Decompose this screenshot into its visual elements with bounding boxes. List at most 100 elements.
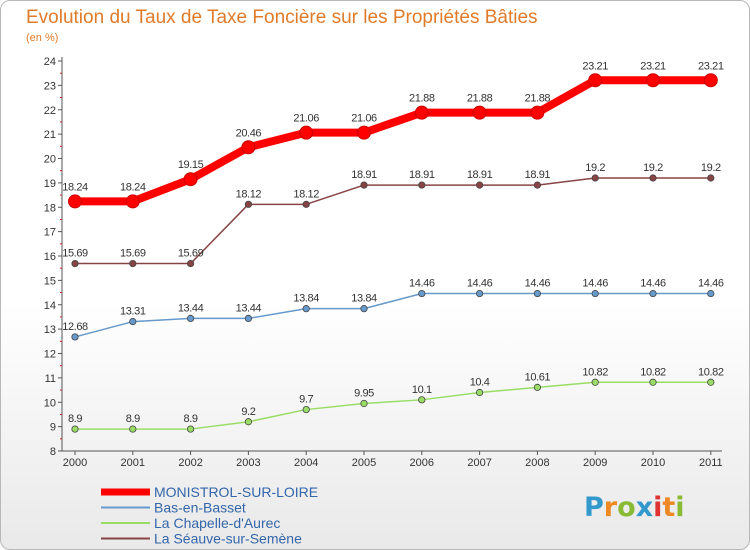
data-point <box>129 259 137 268</box>
data-label: 8.9 <box>126 413 140 425</box>
data-label: 21.88 <box>467 93 493 105</box>
data-point <box>299 125 314 140</box>
data-point <box>187 425 195 433</box>
data-point <box>649 174 657 182</box>
data-label: 14.46 <box>409 278 435 290</box>
y-tick-label: 11 <box>45 373 56 385</box>
x-tick-label: 2002 <box>178 457 202 469</box>
x-tick-label: 2000 <box>63 457 87 469</box>
series-1: 12.68 13.31 13.44 13.44 13.84 13.84 14.46 14.46… <box>62 278 724 341</box>
chart-title: Evolution du Taux de Taxe Foncière sur l… <box>26 7 538 28</box>
data-label: 19.2 <box>585 162 605 174</box>
logo-letter: x <box>636 492 653 523</box>
x-tick-label: 2009 <box>583 457 607 469</box>
y-tick-label: 16 <box>44 251 56 263</box>
y-tick-label: 12 <box>44 349 56 361</box>
y-tick-label: 14 <box>44 300 56 312</box>
data-point <box>418 396 426 404</box>
data-point <box>71 425 79 433</box>
series-0: 18.24 18.24 19.15 20.46 21.06 21.06 21.88 21.88… <box>62 60 724 209</box>
data-point <box>533 181 542 189</box>
x-tick-label: 2010 <box>641 457 665 469</box>
data-label: 9.7 <box>299 394 313 406</box>
data-point <box>591 289 599 298</box>
data-label: 15.69 <box>62 248 88 260</box>
y-tick-label: 8 <box>50 446 56 458</box>
data-label: 8.9 <box>68 413 82 425</box>
data-point <box>71 333 79 341</box>
logo-letter: o <box>617 492 636 523</box>
y-tick-label: 9 <box>50 422 56 434</box>
data-point <box>187 314 195 322</box>
data-point <box>475 181 484 189</box>
data-point <box>125 194 140 209</box>
x-tick-label: 2007 <box>467 457 491 469</box>
x-tick-label: 2008 <box>525 457 549 469</box>
data-label: 14.46 <box>698 278 724 290</box>
data-point <box>707 174 715 182</box>
data-point <box>591 174 599 182</box>
x-tick-label: 2011 <box>699 457 723 469</box>
x-tick-label: 2001 <box>121 457 145 469</box>
series-line <box>74 292 712 338</box>
x-tick-label: 2005 <box>352 457 376 469</box>
data-point <box>129 317 137 326</box>
data-point <box>360 181 368 189</box>
data-point <box>302 405 310 414</box>
data-label: 14.46 <box>525 278 551 290</box>
data-point <box>418 289 426 298</box>
data-point <box>707 289 715 298</box>
data-point <box>588 73 603 88</box>
data-point <box>533 383 542 391</box>
data-label: 18.12 <box>293 188 319 200</box>
data-point <box>533 289 542 298</box>
series-line <box>74 177 712 265</box>
y-tick-label: 24 <box>44 56 56 68</box>
data-label: 14.46 <box>582 278 608 290</box>
logo-letter: i <box>653 492 662 523</box>
data-label: 20.46 <box>236 127 262 139</box>
x-tick-label: 2006 <box>410 457 434 469</box>
data-label: 15.69 <box>120 248 146 260</box>
legend-label: Bas-en-Basset <box>154 500 246 516</box>
data-label: 15.69 <box>178 248 204 260</box>
y-tick-label: 15 <box>44 275 56 287</box>
data-label: 18.91 <box>351 169 377 181</box>
logo-letter: i <box>675 492 684 523</box>
data-point <box>360 305 368 313</box>
series-line <box>71 76 715 206</box>
data-point <box>244 200 252 208</box>
data-point <box>183 172 198 187</box>
legend-label: La Chapelle-d'Aurec <box>154 515 280 531</box>
data-point <box>129 425 137 433</box>
series-line <box>74 381 712 430</box>
data-label: 14.46 <box>467 278 493 290</box>
data-label: 21.88 <box>525 93 551 105</box>
data-point <box>244 314 252 322</box>
data-label: 13.44 <box>236 302 262 314</box>
data-label: 13.31 <box>120 306 146 318</box>
y-tick-label: 20 <box>44 154 56 166</box>
data-label: 9.95 <box>354 387 374 399</box>
unit-label: (en %) <box>26 32 58 44</box>
data-label: 14.46 <box>640 278 666 290</box>
data-label: 18.91 <box>525 169 551 181</box>
data-label: 18.91 <box>467 169 493 181</box>
logo-letter: t <box>662 492 675 523</box>
data-point <box>649 289 657 298</box>
data-label: 10.61 <box>525 371 551 383</box>
data-label: 18.24 <box>62 181 88 193</box>
data-point <box>187 259 195 268</box>
data-point <box>475 289 484 298</box>
series-2: 8.9 8.9 8.9 9.2 9.7 9.95 10.1 10.4 10.61 10.82 10.… <box>68 366 724 433</box>
x-tick-label: 2003 <box>236 457 260 469</box>
logo-letter: r <box>604 492 618 523</box>
data-label: 10.82 <box>640 366 666 378</box>
y-tick-label: 10 <box>44 397 56 409</box>
data-point <box>530 105 545 120</box>
data-point <box>414 105 429 120</box>
data-label: 18.12 <box>236 188 262 200</box>
